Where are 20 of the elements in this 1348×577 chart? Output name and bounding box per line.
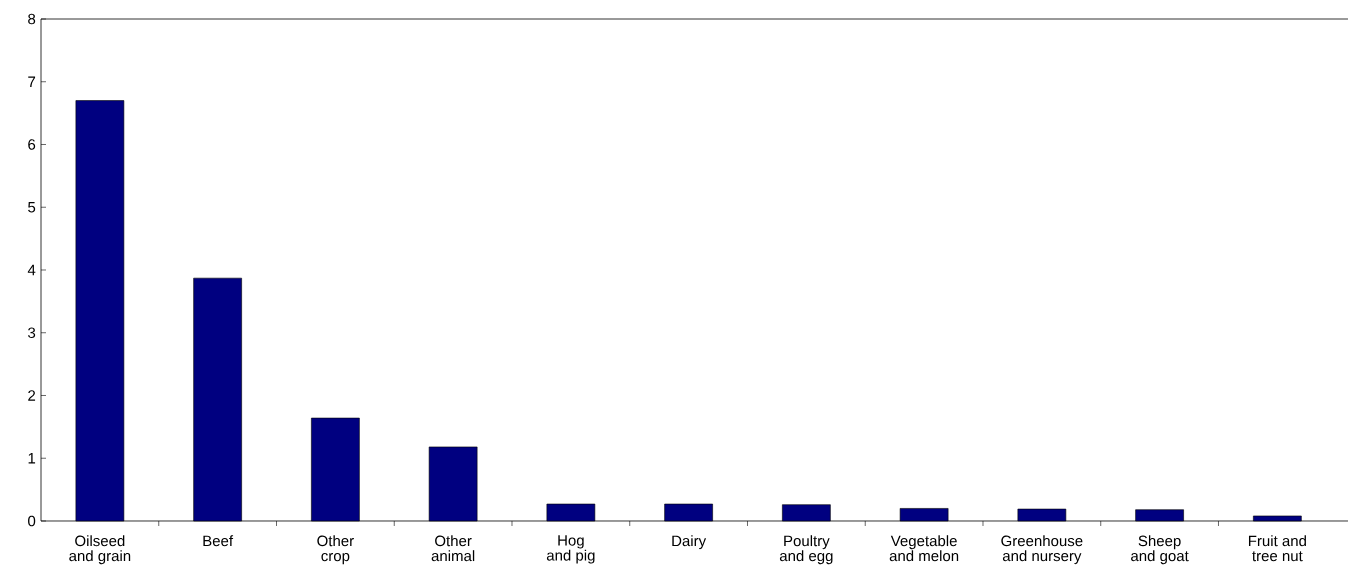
- x-tick-label: Sheep and goat: [1131, 535, 1189, 565]
- y-tick-label: 3: [28, 327, 36, 339]
- y-tick-label: 2: [28, 390, 36, 401]
- x-tick-label: Hog and pig: [546, 535, 595, 564]
- x-tick-label: Other animal: [431, 535, 475, 562]
- x-tick-label: Oilseed and grain: [69, 535, 131, 565]
- y-tick-label: 7: [28, 76, 36, 87]
- y-tick-label: 4: [27, 264, 36, 276]
- y-tick-label: 6: [28, 139, 36, 150]
- y-tick-label: 0: [28, 515, 36, 527]
- x-tick-label: Beef: [203, 535, 234, 547]
- y-tick-label: 1: [28, 453, 36, 464]
- x-tick-label: Greenhouse and nursery: [1001, 535, 1083, 565]
- x-tick-label: Dairy: [672, 535, 707, 550]
- y-tick-label: 8: [28, 13, 36, 25]
- x-tick-label: Other crop: [317, 535, 354, 565]
- x-tick-label: Vegetable and melon: [889, 535, 959, 562]
- y-tick-label: 5: [28, 202, 36, 213]
- x-tick-label: Fruit and tree nut: [1248, 535, 1306, 562]
- x-tick-label: Poultry and egg: [779, 535, 833, 565]
